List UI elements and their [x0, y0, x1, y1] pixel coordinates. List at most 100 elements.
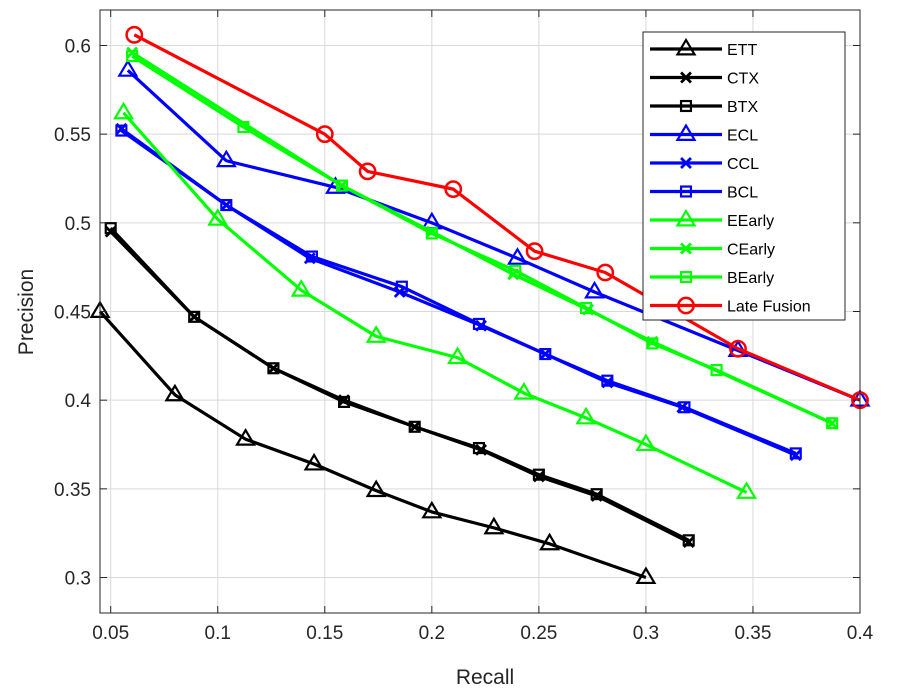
data-point-btx [104, 222, 117, 235]
data-point-btx [472, 442, 485, 455]
legend-marker-bcl [679, 185, 693, 198]
legend-marker-late-fusion [677, 296, 695, 315]
legend-marker-ctx [680, 71, 692, 84]
data-point-ett [303, 452, 325, 471]
series-line-eearly [122, 111, 748, 494]
data-point-ett [539, 532, 561, 551]
legend-item-ctx: CTX [650, 71, 759, 88]
data-point-btx [338, 395, 351, 408]
x-tick-label: 0.1 [205, 623, 231, 644]
series-ett [89, 300, 657, 585]
legend-item-ecl: ECL [650, 123, 758, 145]
data-point-eearly [447, 346, 469, 365]
x-tick-label: 0.05 [92, 623, 129, 644]
data-point-bcl [678, 401, 691, 414]
data-point-bcl [305, 250, 318, 263]
data-point-bcl [539, 348, 552, 361]
data-point-ett [483, 516, 505, 535]
data-point-ett [421, 500, 443, 519]
series-line-bearly [131, 54, 833, 425]
data-point-ecl [215, 149, 237, 168]
data-point-bcl [220, 199, 233, 212]
legend-box [642, 31, 846, 321]
data-point-bcl [601, 374, 614, 387]
data-point-bearly [126, 50, 139, 63]
data-point-bearly [335, 179, 348, 192]
legend-label-late-fusion: Late Fusion [727, 299, 811, 316]
series-btx [104, 222, 695, 547]
y-tick-label: 0.5 [65, 214, 91, 235]
data-point-late-fusion [358, 162, 377, 181]
data-point-ett [635, 566, 657, 585]
x-tick-label: 0.35 [734, 623, 771, 644]
data-point-eearly [575, 406, 597, 425]
legend: ETT CTX BTX ECL CCL BCL EEarly CEarly BEarly Late… [642, 31, 846, 321]
legend-marker-ccl [680, 157, 692, 169]
legend-item-bcl: BCL [650, 185, 758, 202]
data-point-btx [532, 468, 545, 481]
x-tick-label: 0.4 [847, 623, 874, 644]
data-point-ett [365, 479, 387, 498]
series-line-late-fusion [133, 33, 861, 402]
legend-label-ccl: CCL [727, 156, 759, 173]
legend-label-cearly: CEarly [727, 242, 775, 259]
data-point-late-fusion [444, 180, 463, 199]
x-axis-label: Recall [456, 666, 514, 689]
data-point-eearly [513, 381, 535, 400]
legend-label-ett: ETT [727, 42, 757, 59]
legend-item-eearly: EEarly [650, 208, 774, 230]
data-point-bearly [425, 227, 438, 240]
data-point-btx [188, 310, 201, 323]
series-bearly [126, 50, 839, 430]
series-bcl [115, 124, 802, 460]
legend-item-ccl: CCL [650, 156, 759, 173]
data-point-late-fusion [125, 25, 144, 44]
legend-marker-cearly [680, 242, 692, 255]
series-eearly [113, 101, 758, 499]
legend-marker-btx [679, 99, 693, 113]
data-point-btx [408, 420, 421, 433]
legend-marker-bearly [679, 270, 693, 284]
legend-item-bearly: BEarly [650, 270, 774, 287]
data-point-bearly [826, 417, 839, 430]
data-point-eearly [635, 433, 657, 452]
legend-item-ett: ETT [650, 37, 757, 59]
data-point-late-fusion [315, 125, 334, 144]
data-point-bcl [395, 280, 408, 293]
y-tick-label: 0.35 [54, 480, 91, 501]
series-line-btx [109, 227, 690, 542]
legend-label-eearly: EEarly [727, 213, 774, 230]
data-point-eearly [736, 481, 758, 499]
data-point-eearly [207, 208, 229, 226]
legend-label-bearly: BEarly [727, 270, 774, 287]
data-point-bearly [579, 301, 593, 315]
data-point-bcl [472, 317, 485, 330]
data-point-ecl [117, 59, 139, 77]
data-point-eearly [113, 101, 135, 120]
data-point-late-fusion [729, 339, 747, 358]
y-tick-label: 0.45 [54, 303, 91, 324]
y-tick-label: 0.6 [65, 36, 91, 57]
data-point-ecl [506, 247, 528, 265]
data-point-bearly [646, 337, 659, 350]
legend-marker-ecl [675, 123, 697, 141]
data-point-bearly [509, 264, 522, 277]
y-tick-label: 0.3 [65, 569, 91, 590]
data-point-btx [267, 362, 280, 375]
series-line-ett [98, 310, 647, 580]
data-point-bcl [115, 124, 128, 137]
series-layer [89, 25, 871, 585]
x-tick-label: 0.3 [633, 623, 659, 644]
data-point-late-fusion [596, 263, 615, 282]
data-point-bcl [789, 447, 802, 460]
legend-item-cearly: CEarly [650, 242, 775, 259]
x-tick-label: 0.15 [306, 623, 343, 644]
x-tick-label: 0.2 [419, 623, 445, 644]
series-line-ecl [126, 69, 861, 402]
data-point-btx [682, 534, 695, 547]
data-point-ecl [584, 280, 606, 299]
data-point-bearly [710, 363, 723, 377]
y-tick-label: 0.55 [54, 125, 91, 146]
data-point-cearly [126, 46, 139, 59]
